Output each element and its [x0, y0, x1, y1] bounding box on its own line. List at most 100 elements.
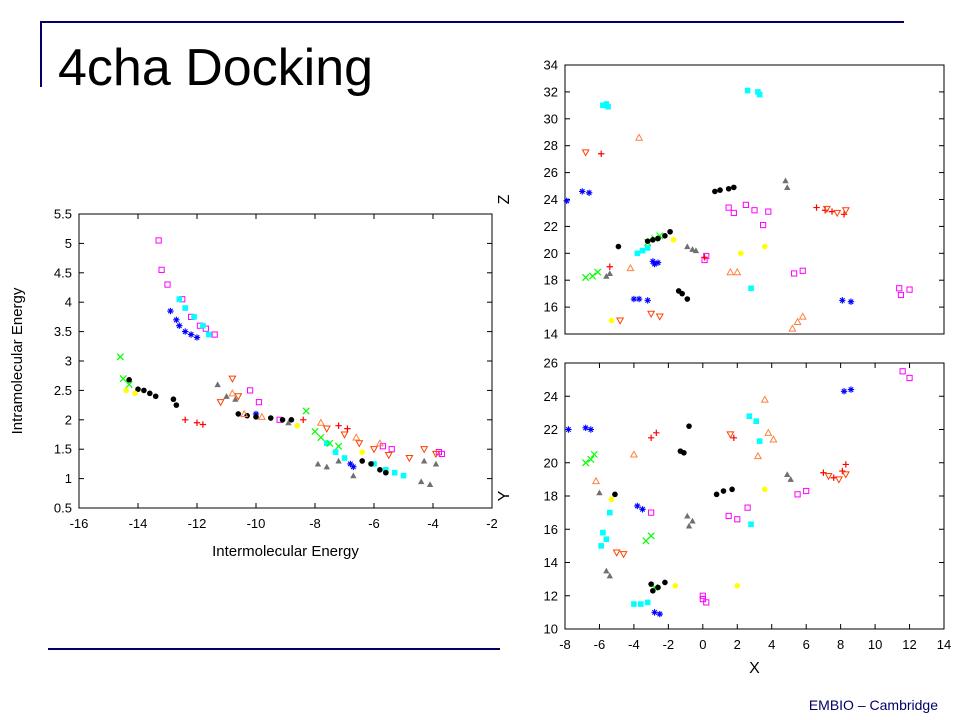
data-point: [662, 579, 668, 586]
data-point: [302, 407, 310, 415]
data-point: [388, 446, 395, 453]
data-point: [400, 472, 407, 479]
data-point: [841, 207, 850, 215]
data-point: [644, 245, 651, 251]
y-tick-label: 1.5: [54, 442, 72, 457]
x-tick-label: -14: [129, 516, 148, 531]
x-tick-label: -16: [70, 516, 89, 531]
data-point: [232, 396, 239, 402]
data-point: [255, 399, 263, 406]
data-point: [803, 487, 810, 495]
data-point: [420, 457, 428, 464]
data-point: [841, 471, 850, 479]
data-point: [335, 422, 342, 429]
data-point: [651, 609, 658, 616]
y-tick-label: 26: [544, 356, 558, 371]
data-point: [606, 572, 613, 579]
data-point: [603, 567, 610, 574]
data-point: [326, 439, 334, 447]
data-point: [748, 285, 754, 292]
data-point: [314, 460, 322, 467]
data-point: [751, 207, 758, 214]
data-point: [369, 446, 379, 454]
data-point: [240, 409, 249, 417]
data-point: [813, 204, 820, 211]
data-point: [834, 476, 843, 484]
data-point: [720, 488, 727, 494]
x-tick-label: 14: [937, 637, 951, 652]
data-point: [619, 551, 628, 559]
data-point: [730, 434, 738, 442]
data-point: [375, 439, 384, 447]
data-point: [200, 322, 206, 329]
data-point: [612, 549, 621, 557]
x-axis-label: X: [749, 660, 760, 677]
data-point: [132, 390, 138, 397]
data-point: [701, 254, 708, 261]
data-point: [734, 582, 741, 589]
data-point: [662, 233, 668, 239]
data-point: [787, 476, 794, 482]
data-point: [616, 317, 625, 325]
data-point: [655, 235, 661, 242]
y-tick-label: 22: [544, 219, 558, 234]
data-point: [647, 310, 656, 319]
data-point: [717, 187, 723, 193]
data-point: [897, 291, 905, 299]
data-point: [119, 375, 127, 383]
data-point: [725, 185, 732, 192]
data-points: [116, 237, 445, 488]
data-point: [152, 393, 159, 400]
x-tick-label: 2: [734, 637, 741, 652]
y-axis-label: Intramolecular Energy: [9, 287, 26, 434]
y-tick-label: 2.5: [54, 383, 72, 398]
data-point: [588, 272, 597, 280]
data-point: [639, 247, 646, 254]
data-point: [300, 416, 307, 423]
data-point: [824, 472, 833, 481]
data-point: [285, 419, 292, 426]
data-point: [737, 250, 744, 257]
data-point: [635, 133, 644, 141]
y-tick-label: 10: [544, 622, 558, 637]
data-point: [629, 450, 638, 458]
data-point: [753, 451, 762, 460]
data-point: [651, 260, 658, 268]
data-point: [799, 267, 806, 274]
data-point: [726, 431, 735, 439]
data-point: [123, 387, 129, 394]
data-point: [730, 209, 737, 217]
x-tick-label: -2: [663, 637, 675, 652]
data-point: [793, 317, 802, 325]
data-point: [594, 268, 602, 276]
data-point: [699, 595, 706, 603]
data-point: [784, 184, 791, 190]
data-point: [267, 415, 274, 421]
data-point: [352, 433, 361, 441]
data-point: [744, 504, 751, 511]
data-point: [639, 506, 646, 513]
data-point: [359, 449, 366, 455]
data-point: [158, 266, 165, 273]
slide-title: 4cha Docking: [58, 39, 374, 97]
data-point: [116, 353, 124, 361]
data-point: [582, 459, 590, 467]
title-rule-left: [40, 21, 42, 87]
data-point: [756, 91, 763, 98]
data-point: [332, 449, 339, 455]
data-point: [630, 295, 638, 303]
data-point: [644, 599, 651, 606]
data-point: [191, 314, 197, 320]
data-point: [563, 197, 570, 205]
data-point: [899, 368, 906, 375]
data-point: [193, 334, 201, 341]
data-point: [684, 296, 691, 302]
data-point: [605, 103, 611, 110]
data-point: [689, 517, 696, 524]
data-point: [311, 427, 319, 436]
data-point: [344, 425, 351, 432]
plot-frame: [564, 64, 945, 335]
data-point: [202, 325, 209, 332]
data-point: [324, 440, 330, 447]
